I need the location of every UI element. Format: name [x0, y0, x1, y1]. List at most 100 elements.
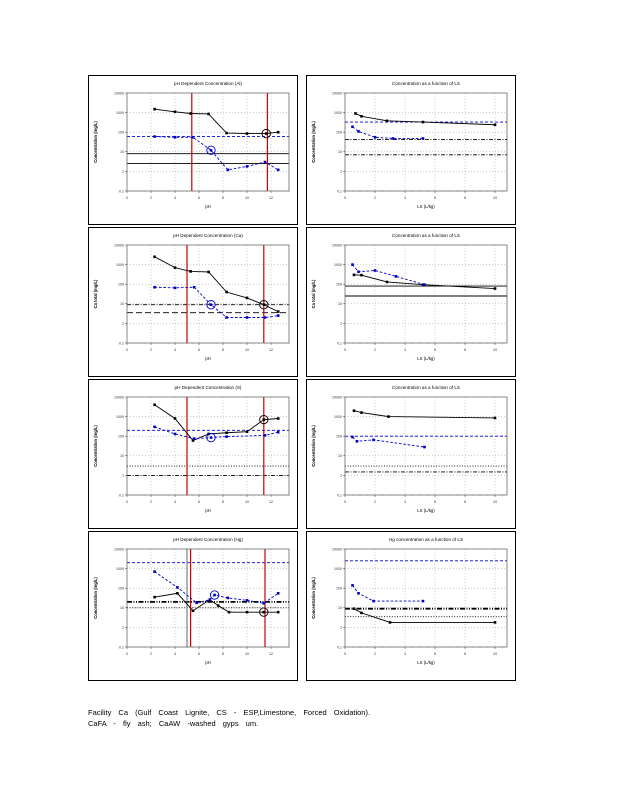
svg-text:Concentration (mg/L): Concentration (mg/L) — [311, 577, 316, 619]
svg-text:1: 1 — [340, 474, 342, 478]
svg-text:10000: 10000 — [332, 91, 342, 95]
svg-text:10: 10 — [245, 196, 249, 200]
chart-ph-concentration-row2: pH Dependent Concentration (Ca) 10000 1000… — [88, 227, 298, 377]
svg-text:pH: pH — [205, 356, 211, 361]
svg-text:0.1: 0.1 — [119, 493, 124, 497]
svg-text:0: 0 — [344, 500, 346, 504]
svg-text:0.1: 0.1 — [119, 645, 124, 649]
svg-text:4: 4 — [404, 500, 406, 504]
svg-text:LS (L/kg): LS (L/kg) — [417, 508, 435, 513]
svg-text:2: 2 — [374, 652, 376, 656]
svg-text:8: 8 — [464, 196, 466, 200]
svg-text:0.1: 0.1 — [337, 493, 342, 497]
svg-text:0.1: 0.1 — [337, 189, 342, 193]
svg-text:8: 8 — [222, 500, 224, 504]
svg-text:1000: 1000 — [116, 111, 124, 115]
chart-svg: pH Dependent Concentration (Ca)100001000… — [93, 233, 290, 361]
svg-text:2: 2 — [374, 348, 376, 352]
svg-text:10000: 10000 — [114, 395, 124, 399]
svg-text:10: 10 — [120, 150, 124, 154]
svg-text:2: 2 — [374, 196, 376, 200]
svg-text:1: 1 — [122, 626, 124, 630]
chart-grid: pH Dependent Concentration (Al) 10000 1000… — [88, 75, 516, 681]
svg-text:0: 0 — [344, 652, 346, 656]
chart-svg: Concentration as a function of LS1000010… — [311, 233, 508, 361]
svg-text:100: 100 — [118, 587, 124, 591]
svg-text:100: 100 — [336, 131, 342, 135]
svg-text:Ca total (mg/L): Ca total (mg/L) — [311, 279, 316, 308]
chart-svg: Hg concentration as a function of LS1000… — [311, 537, 508, 665]
svg-text:2: 2 — [150, 196, 152, 200]
svg-text:pH Dependent Concentration (S): pH Dependent Concentration (S) — [175, 385, 242, 390]
svg-text:8: 8 — [464, 500, 466, 504]
svg-text:100: 100 — [118, 131, 124, 135]
chart-ls-concentration-row2: Concentration as a function of LS 10000 10… — [306, 227, 516, 377]
svg-text:10000: 10000 — [114, 91, 124, 95]
svg-text:10: 10 — [493, 348, 497, 352]
svg-text:pH: pH — [205, 508, 211, 513]
svg-text:10000: 10000 — [114, 243, 124, 247]
svg-text:10: 10 — [338, 302, 342, 306]
svg-text:Hg concentration as a function: Hg concentration as a function of LS — [389, 537, 463, 542]
svg-text:1000: 1000 — [334, 111, 342, 115]
svg-text:1000: 1000 — [334, 415, 342, 419]
svg-text:6: 6 — [198, 500, 200, 504]
svg-text:100: 100 — [336, 435, 342, 439]
svg-text:10: 10 — [338, 606, 342, 610]
svg-text:10: 10 — [493, 196, 497, 200]
chart-ls-concentration-row3: Concentration as a function of LS 10000 10… — [306, 379, 516, 529]
svg-text:0: 0 — [126, 196, 128, 200]
svg-text:8: 8 — [464, 348, 466, 352]
svg-text:100: 100 — [336, 283, 342, 287]
svg-text:10: 10 — [245, 652, 249, 656]
svg-text:6: 6 — [198, 652, 200, 656]
svg-text:6: 6 — [434, 348, 436, 352]
svg-text:Concentration (mg/L): Concentration (mg/L) — [311, 121, 316, 163]
svg-text:6: 6 — [434, 196, 436, 200]
svg-text:2: 2 — [150, 500, 152, 504]
svg-text:6: 6 — [198, 196, 200, 200]
svg-text:4: 4 — [174, 196, 176, 200]
svg-text:4: 4 — [404, 348, 406, 352]
svg-text:1000: 1000 — [116, 263, 124, 267]
svg-text:100: 100 — [336, 587, 342, 591]
svg-text:100: 100 — [118, 283, 124, 287]
svg-text:8: 8 — [222, 196, 224, 200]
svg-text:pH Dependent Concentration (Ca: pH Dependent Concentration (Ca) — [173, 233, 243, 238]
svg-text:10: 10 — [245, 500, 249, 504]
chart-ls-concentration-row1: Concentration as a function of LS 10000 10… — [306, 75, 516, 225]
svg-text:0: 0 — [126, 348, 128, 352]
svg-text:pH: pH — [205, 204, 211, 209]
svg-text:6: 6 — [198, 348, 200, 352]
svg-text:1: 1 — [340, 322, 342, 326]
chart-svg: Concentration as a function of LS1000010… — [311, 385, 508, 513]
svg-text:10000: 10000 — [332, 243, 342, 247]
svg-text:10000: 10000 — [114, 547, 124, 551]
svg-text:Concentration (mg/L): Concentration (mg/L) — [311, 425, 316, 467]
caption-line-1: Facility Ca (Gulf Coast Lignite, CS - ES… — [88, 708, 371, 717]
svg-text:1000: 1000 — [116, 567, 124, 571]
svg-text:LS (L/kg): LS (L/kg) — [417, 356, 435, 361]
svg-text:4: 4 — [404, 652, 406, 656]
svg-text:6: 6 — [434, 500, 436, 504]
svg-text:2: 2 — [374, 500, 376, 504]
svg-text:Concentration (mg/L): Concentration (mg/L) — [93, 425, 98, 467]
svg-text:0: 0 — [344, 196, 346, 200]
chart-ph-concentration-row4: pH Dependent Concentration (Hg) 10000 1000… — [88, 531, 298, 681]
svg-text:6: 6 — [434, 652, 436, 656]
svg-text:0.1: 0.1 — [119, 189, 124, 193]
svg-text:12: 12 — [269, 500, 273, 504]
chart-svg: pH Dependent Concentration (S)1000010001… — [93, 385, 290, 513]
svg-text:Concentration (mg/L): Concentration (mg/L) — [93, 121, 98, 163]
svg-text:LS (L/kg): LS (L/kg) — [417, 204, 435, 209]
svg-text:12: 12 — [269, 348, 273, 352]
svg-text:0.1: 0.1 — [337, 645, 342, 649]
svg-text:10: 10 — [120, 606, 124, 610]
svg-text:100: 100 — [118, 435, 124, 439]
svg-text:12: 12 — [269, 196, 273, 200]
chart-ph-concentration-row3: pH Dependent Concentration (S) 10000 1000 1… — [88, 379, 298, 529]
svg-text:4: 4 — [404, 196, 406, 200]
svg-text:0: 0 — [126, 652, 128, 656]
chart-ph-concentration-row1: pH Dependent Concentration (Al) 10000 1000… — [88, 75, 298, 225]
